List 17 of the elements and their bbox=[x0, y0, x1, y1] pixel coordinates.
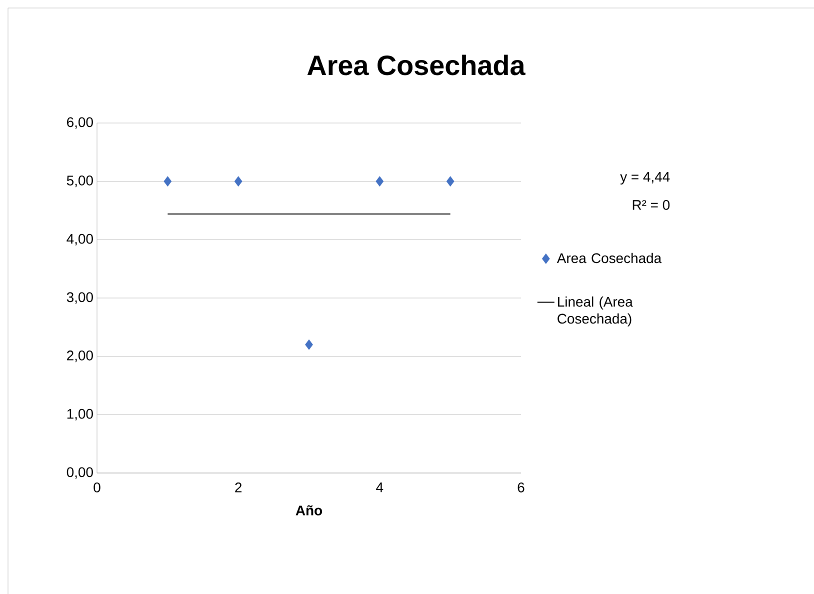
x-tick-label: 4 bbox=[376, 482, 384, 492]
y-tick-label: 3,00 bbox=[66, 292, 93, 304]
chart-title: Area Cosechada bbox=[307, 54, 526, 76]
legend-label: Lineal (Area Cosechada) bbox=[558, 296, 633, 326]
y-tick-label: 6,00 bbox=[67, 117, 93, 129]
text: R² = 0 bbox=[632, 200, 670, 210]
text: y = 4,44 bbox=[620, 172, 670, 185]
y-tick-label: 4,00 bbox=[66, 234, 93, 246]
x-tick-label: 2 bbox=[235, 482, 242, 492]
y-tick-label: 0,00 bbox=[66, 467, 93, 479]
x-tick-label: 0 bbox=[94, 482, 100, 492]
x-axis-title: Año bbox=[296, 505, 322, 516]
legend-label: Area Cosechada bbox=[556, 252, 662, 264]
x-tick-label: 6 bbox=[518, 482, 524, 492]
y-tick-label: 1,00 bbox=[67, 408, 93, 420]
y-tick-label: 2,00 bbox=[67, 350, 93, 362]
y-tick-label: 5,00 bbox=[66, 176, 93, 188]
